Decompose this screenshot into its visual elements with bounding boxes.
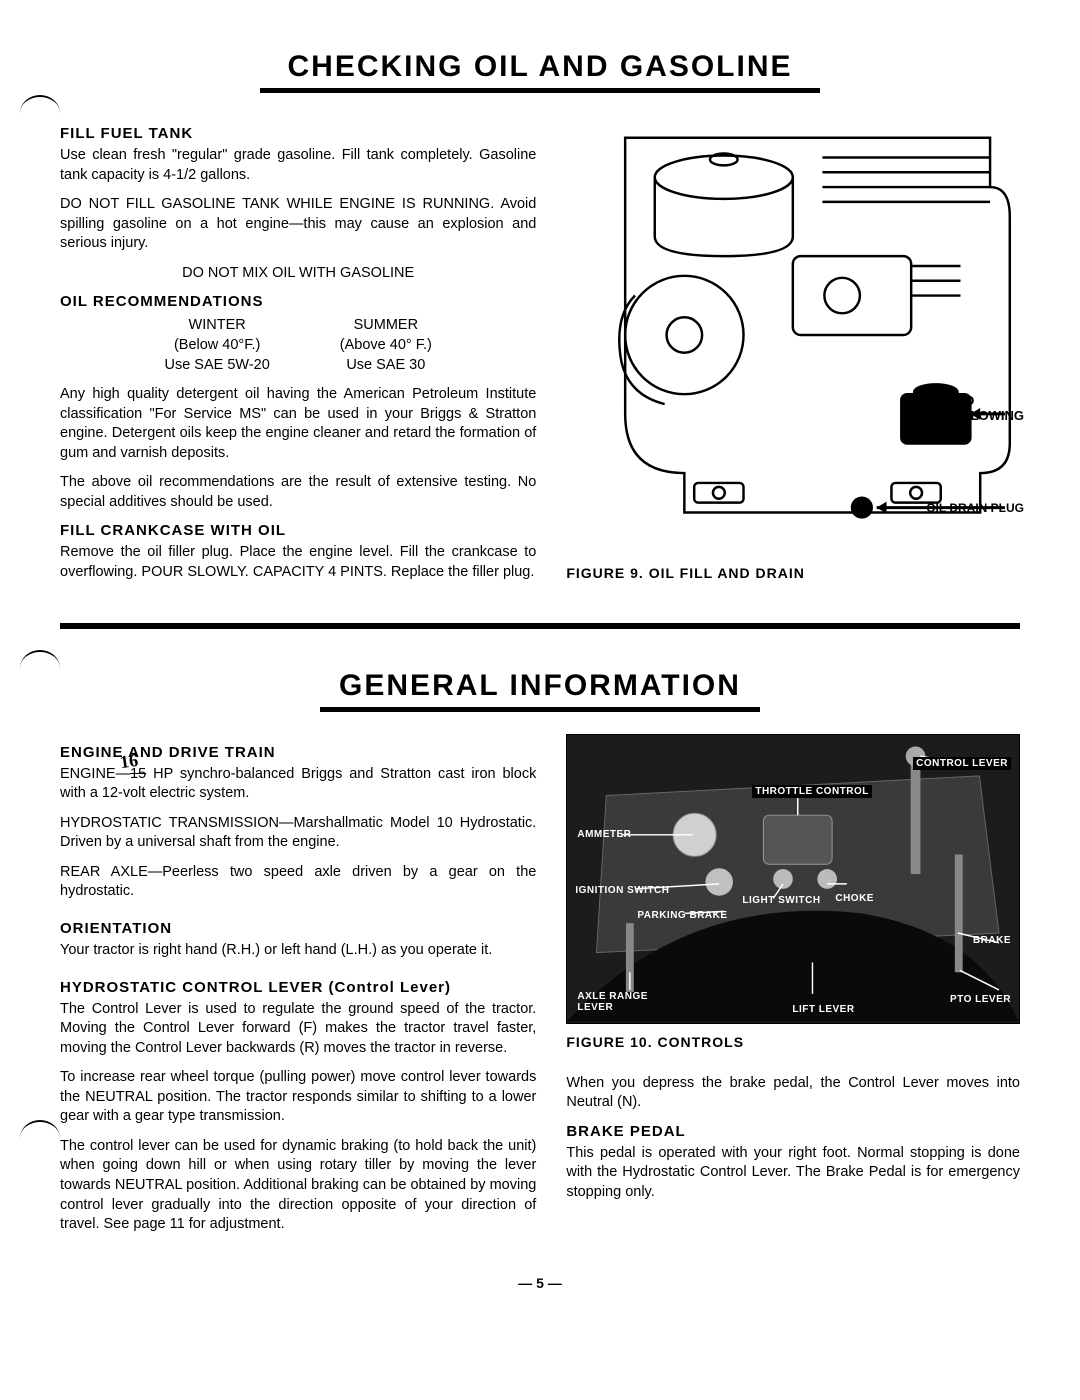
body-text: The control lever can be used for dynami… bbox=[60, 1137, 536, 1235]
oil-summer-u: Use SAE 30 bbox=[340, 356, 432, 376]
throttle-label: THROTTLE CONTROL bbox=[752, 785, 872, 798]
figure9-caption: FIGURE 9. OIL FILL AND DRAIN bbox=[566, 565, 1020, 581]
controls-svg bbox=[567, 735, 1019, 1023]
fill-fuel-heading: FILL FUEL TANK bbox=[60, 125, 536, 142]
section1-left: FILL FUEL TANK Use clean fresh "regular"… bbox=[60, 115, 536, 593]
section2-title: GENERAL INFORMATION bbox=[60, 669, 1020, 703]
oil-winter-h: WINTER bbox=[164, 316, 269, 336]
warning-text: DO NOT MIX OIL WITH GASOLINE bbox=[60, 264, 536, 284]
ammeter-label: AMMETER bbox=[577, 829, 631, 840]
body-text: Remove the oil filler plug. Place the en… bbox=[60, 543, 536, 582]
figure10-caption: FIGURE 10. CONTROLS bbox=[566, 1034, 1020, 1050]
controls-photo: CONTROL LEVER THROTTLE CONTROL AMMETER I… bbox=[566, 734, 1020, 1024]
drain-label: OIL DRAIN PLUG bbox=[926, 501, 1024, 515]
title-rule bbox=[260, 88, 820, 93]
body-text: REAR AXLE—Peerless two speed axle driven… bbox=[60, 863, 536, 902]
fill-label: FILL TO OVERFLOWING bbox=[926, 393, 1024, 423]
choke-label: CHOKE bbox=[835, 893, 874, 904]
body-text: The above oil recommendations are the re… bbox=[60, 473, 536, 512]
orientation-heading: ORIENTATION bbox=[60, 920, 536, 937]
scan-mark bbox=[20, 1120, 60, 1138]
light-label: LIGHT SWITCH bbox=[742, 895, 820, 906]
engine-svg bbox=[566, 115, 1020, 555]
body-text: This pedal is operated with your right f… bbox=[566, 1144, 1020, 1203]
body-text: Use clean fresh "regular" grade gasoline… bbox=[60, 146, 536, 185]
brake-label: BRAKE bbox=[973, 935, 1011, 946]
engine-diagram: FILL TO OVERFLOWING OIL DRAIN PLUG bbox=[566, 115, 1020, 555]
body-text: DO NOT FILL GASOLINE TANK WHILE ENGINE I… bbox=[60, 195, 536, 254]
axle-label: AXLE RANGE LEVER bbox=[577, 991, 648, 1013]
engine-prefix: ENGINE— bbox=[60, 766, 130, 782]
body-text: HYDROSTATIC TRANSMISSION—Marshallmatic M… bbox=[60, 814, 536, 853]
oil-rec-heading: OIL RECOMMENDATIONS bbox=[60, 293, 536, 310]
section-divider bbox=[60, 623, 1020, 629]
body-text: The Control Lever is used to regulate th… bbox=[60, 1000, 536, 1059]
brake-pedal-heading: BRAKE PEDAL bbox=[566, 1123, 1020, 1140]
body-text: Your tractor is right hand (R.H.) or lef… bbox=[60, 941, 536, 961]
lift-label: LIFT LEVER bbox=[792, 1004, 854, 1015]
ctrl-lever-label: CONTROL LEVER bbox=[913, 757, 1011, 770]
oil-winter-u: Use SAE 5W-20 bbox=[164, 356, 269, 376]
oil-winter-t: (Below 40°F.) bbox=[164, 336, 269, 356]
scan-mark bbox=[20, 95, 60, 113]
ignition-label: IGNITION SWITCH bbox=[575, 885, 669, 896]
section2-left: ENGINE AND DRIVE TRAIN ENGINE—15 HP sync… bbox=[60, 734, 536, 1245]
oil-summer-h: SUMMER bbox=[340, 316, 432, 336]
title-rule bbox=[320, 707, 760, 712]
engine-line: ENGINE—15 HP synchro-balanced Briggs and… bbox=[60, 765, 536, 804]
pto-label: PTO LEVER bbox=[950, 994, 1011, 1005]
oil-summer-col: SUMMER (Above 40° F.) Use SAE 30 bbox=[340, 316, 432, 375]
section1-columns: FILL FUEL TANK Use clean fresh "regular"… bbox=[60, 115, 1020, 593]
oil-table: WINTER (Below 40°F.) Use SAE 5W-20 SUMME… bbox=[60, 316, 536, 375]
section2-columns: ENGINE AND DRIVE TRAIN ENGINE—15 HP sync… bbox=[60, 734, 1020, 1245]
scan-mark bbox=[20, 650, 60, 668]
body-text: To increase rear wheel torque (pulling p… bbox=[60, 1068, 536, 1127]
oil-summer-t: (Above 40° F.) bbox=[340, 336, 432, 356]
section2-right: CONTROL LEVER THROTTLE CONTROL AMMETER I… bbox=[566, 734, 1020, 1245]
page-number: — 5 — bbox=[60, 1275, 1020, 1291]
section1-right: FILL TO OVERFLOWING OIL DRAIN PLUG FIGUR… bbox=[566, 115, 1020, 593]
handwritten-correction: 16 bbox=[118, 747, 139, 774]
body-text: When you depress the brake pedal, the Co… bbox=[566, 1074, 1020, 1113]
oil-winter-col: WINTER (Below 40°F.) Use SAE 5W-20 bbox=[164, 316, 269, 375]
section1-title: CHECKING OIL AND GASOLINE bbox=[60, 50, 1020, 84]
parking-label: PARKING BRAKE bbox=[637, 910, 727, 921]
hydro-heading: HYDROSTATIC CONTROL LEVER (Control Lever… bbox=[60, 979, 536, 996]
fill-crank-heading: FILL CRANKCASE WITH OIL bbox=[60, 522, 536, 539]
body-text: Any high quality detergent oil having th… bbox=[60, 385, 536, 463]
